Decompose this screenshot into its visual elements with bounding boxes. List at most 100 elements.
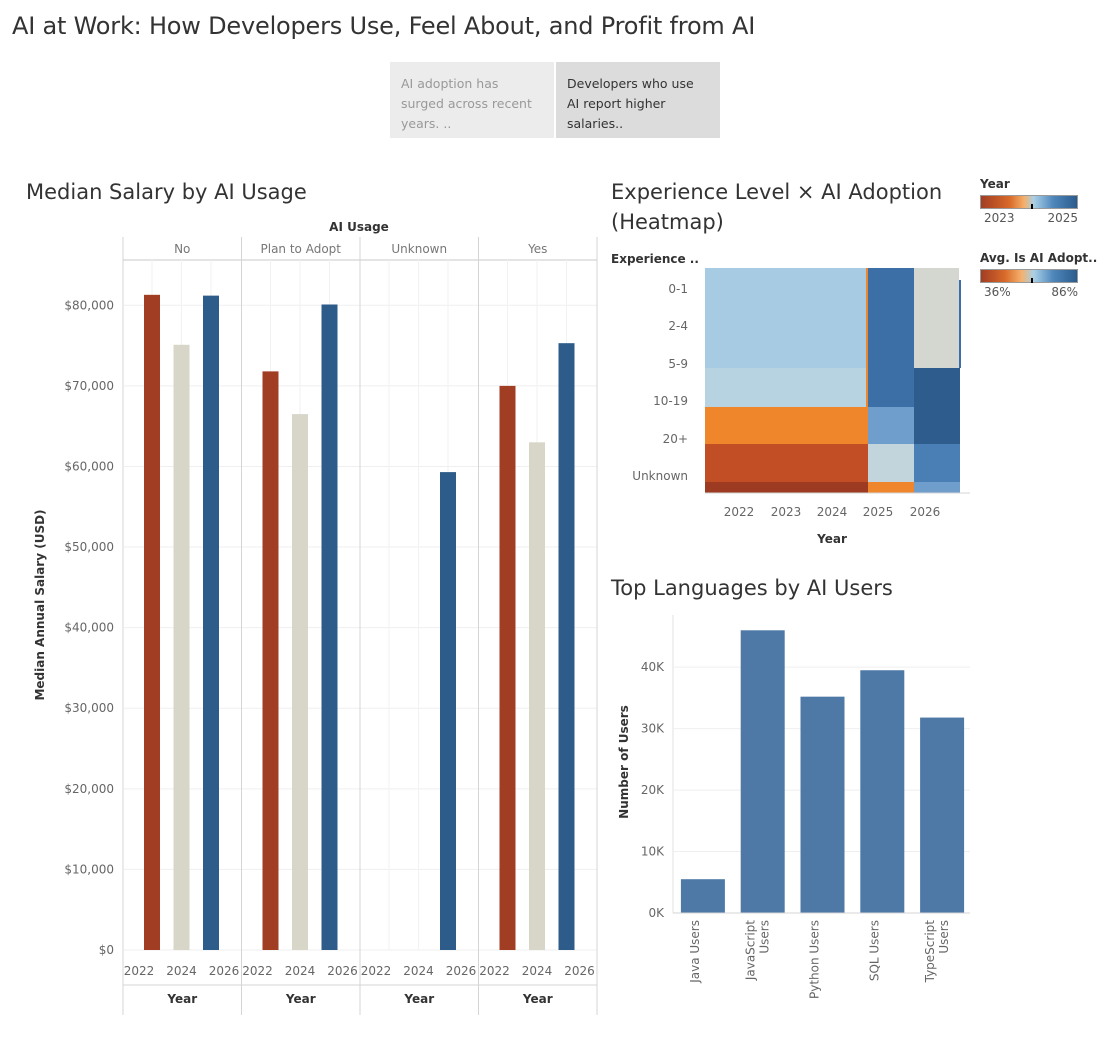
lang-x-tick: Python Users [808,920,822,999]
heatmap-cell [914,368,960,444]
legend-year[interactable]: Year 2023 2025 [980,177,1078,225]
salary-bar [440,472,456,950]
heatmap-cell [705,268,868,368]
heatmap-cell [705,482,868,493]
salary-bar [321,304,338,950]
lang-y-tick: 40K [641,660,665,674]
legend-year-title: Year [980,177,1010,191]
salary-x-tick: 2022 [242,964,273,978]
lang-x-tick: JavaScript [744,920,758,981]
lang-bar [740,630,785,913]
legend-year-min: 2023 [984,211,1015,225]
dashboard-title: AI at Work: How Developers Use, Feel Abo… [12,12,756,40]
heatmap-cell [868,268,914,407]
salary-bar [529,442,545,950]
heatmap-row-label: 20+ [663,432,688,446]
salary-x-axis-label: Year [166,992,197,1006]
salary-y-tick: $60,000 [64,459,114,473]
legend-year-max: 2025 [1047,211,1078,225]
salary-bar [144,294,160,951]
salary-bar [262,371,279,950]
salary-column-header: AI Usage [329,220,389,234]
salary-chart-title: Median Salary by AI Usage [26,180,307,204]
salary-x-axis-label: Year [285,992,316,1006]
languages-chart: 0K 10K 20K 30K 40K Number of Users Java Users J… [617,615,970,999]
heatmap-cell [914,482,960,493]
salary-x-tick: 2026 [209,964,240,978]
salary-facet-label: Yes [527,242,547,256]
heatmap-row-label: 5-9 [668,357,688,371]
lang-y-tick: 10K [641,845,665,859]
salary-y-tick: $40,000 [64,621,114,635]
heatmap-cell [868,407,914,444]
salary-bar [558,343,575,950]
salary-x-tick: 2026 [327,964,358,978]
heatmap-cell [914,444,960,482]
salary-facet-label: No [174,242,190,256]
lang-x-tick: Users [758,920,772,954]
salary-y-tick: $10,000 [64,862,114,876]
salary-y-tick: $50,000 [64,540,114,554]
legend-adoption-ramp [980,269,1078,283]
heatmap-cell [914,268,959,368]
salary-x-tick: 2022 [361,964,392,978]
lang-y-tick: 30K [641,722,665,736]
salary-bar [173,344,190,950]
heatmap-col-label: 2025 [863,505,894,519]
heatmap-cell [705,444,868,482]
heatmap-x-axis-label: Year [816,532,847,546]
lang-bar [860,670,905,913]
lang-bar [920,717,965,913]
lang-y-tick: 0K [648,906,665,920]
lang-x-tick: Java Users [688,920,702,984]
story-navigator: AI adoption has surged across recent yea… [390,62,720,138]
lang-bar [680,879,725,913]
salary-x-tick: 2022 [479,964,510,978]
salary-x-tick: 2024 [403,964,434,978]
heatmap-title-line1: Experience Level × AI Adoption [611,180,943,204]
salary-y-axis-label: Median Annual Salary (USD) [33,509,47,700]
salary-x-tick: 2026 [564,964,595,978]
salary-y-tick: $30,000 [64,701,114,715]
heatmap-row-label: 0-1 [668,282,688,296]
heatmap-cell [866,268,868,408]
legend-adoption[interactable]: Avg. Is AI Adopt.. 36% 86% [980,251,1097,299]
salary-bar [292,414,308,950]
lang-x-tick: Users [937,920,951,954]
lang-x-tick: TypeScript [923,920,937,984]
salary-bar [203,295,219,950]
salary-y-tick: $0 [99,943,114,957]
salary-chart: AI Usage $0 $10,000 $20,000 $30,000 $40,000 $5… [33,220,598,1015]
salary-x-tick: 2022 [124,964,155,978]
languages-chart-title: Top Languages by AI Users [611,576,893,600]
story-point-1[interactable]: AI adoption has surged across recent yea… [390,62,554,138]
heatmap-title: Experience Level × AI Adoption (Heatmap) [611,177,942,237]
salary-x-tick: 2024 [166,964,197,978]
salary-x-axis-label: Year [403,992,434,1006]
salary-y-tick: $70,000 [64,379,114,393]
salary-bar [499,385,516,951]
heatmap-cell [705,407,868,444]
lang-bar [800,696,845,913]
heatmap-col-label: 2026 [910,505,941,519]
heatmap-cell [959,280,961,368]
heatmap-cell [705,368,868,407]
heatmap-col-label: 2023 [771,505,802,519]
lang-y-tick: 20K [641,783,665,797]
salary-x-axis-label: Year [522,992,553,1006]
heatmap-row-label: 10-19 [653,394,688,408]
heatmap-row-header: Experience .. [611,252,699,266]
salary-facet-label: Unknown [391,242,447,256]
heatmap-chart: Experience .. 0-1 2-4 5-9 10-19 20+ Unknown 202… [611,252,970,546]
salary-x-tick: 2024 [285,964,316,978]
salary-y-tick: $20,000 [64,782,114,796]
legend-adoption-min: 36% [984,285,1011,299]
heatmap-col-label: 2022 [724,505,755,519]
heatmap-cell [868,444,914,482]
lang-x-tick: SQL Users [867,920,881,981]
legend-adoption-title: Avg. Is AI Adopt.. [980,251,1098,265]
salary-x-tick: 2024 [522,964,553,978]
lang-y-axis-label: Number of Users [617,705,631,819]
story-point-2[interactable]: Developers who use AI report higher sala… [556,62,720,138]
legend-year-ramp [980,195,1078,209]
